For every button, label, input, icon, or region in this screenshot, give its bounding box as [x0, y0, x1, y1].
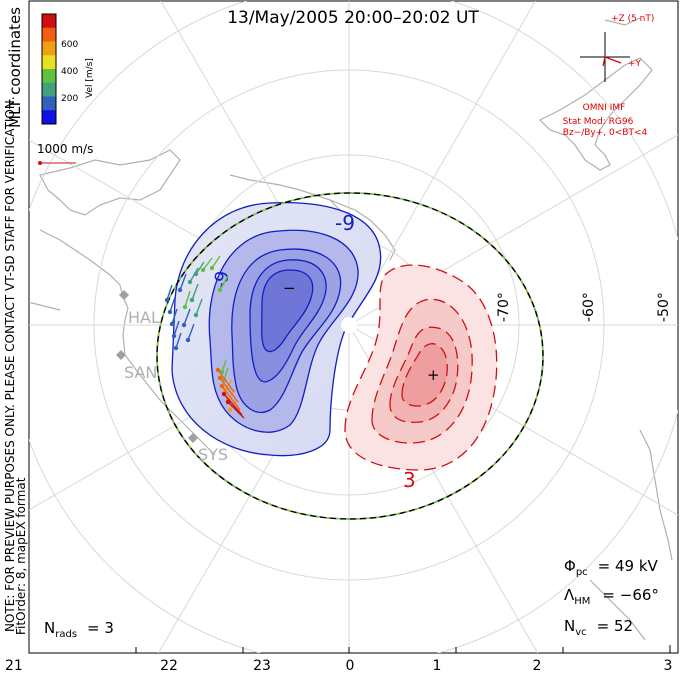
colorbar-tick-400: 400 [61, 67, 78, 77]
preview-warning: NOTE: FOR PREVIEW PURPOSES ONLY. PLEASE … [3, 96, 17, 632]
velocity-colorbar [41, 13, 57, 125]
stat-nrads: Nrads = 3 [44, 619, 114, 640]
imf-dial [580, 32, 630, 82]
station-sys-marker [188, 433, 198, 443]
positive-contour-label: 3 [403, 468, 416, 492]
mlt-tick-3: 3 [664, 658, 673, 674]
imf-source: OMNI IMF [583, 103, 626, 113]
imf-plus-z: +Z (5 nT) [611, 14, 654, 24]
imf-condition: Bz−/By+, 0<BT<4 [563, 128, 648, 138]
colorbar-segment [42, 69, 56, 84]
mlt-tick-2: 2 [533, 658, 542, 674]
magnetic-pole-marker [341, 317, 357, 333]
svg-text:Φpc= 49 kV: Φpc = 49 kV [564, 557, 659, 578]
imf-plus-y: +Y [628, 59, 642, 69]
lat-label-50: -50° [656, 292, 672, 322]
stat-phi-pc: Φpc = 49 kV [564, 557, 659, 578]
scale-vector-label: 1000 m/s [37, 142, 93, 156]
station-sys-label: SYS [198, 445, 228, 464]
svg-text:ΛHM= −66°: ΛHM = −66° [564, 586, 659, 607]
mlt-tick-1: 1 [433, 658, 442, 674]
colorbar-segment [42, 27, 56, 42]
heppner-maynard-boundary-dash [156, 192, 544, 520]
coastlines [29, 17, 673, 641]
mlt-tick-0: 0 [346, 658, 355, 674]
station-san-marker [116, 350, 126, 360]
colorbar-segment [42, 14, 56, 29]
mlt-tick-23: 23 [253, 658, 271, 674]
negative-contour-label-2: -9 [210, 269, 234, 290]
map-title: 13/May/2005 20:00–20:02 UT [227, 8, 479, 28]
svg-text:Nvc= 52: Nvc = 52 [564, 617, 633, 638]
lat-label-70: -70° [496, 292, 512, 322]
mlt-tick-21: 21 [5, 658, 23, 674]
negative-contour-label: -9 [335, 211, 355, 235]
colorbar-frame [41, 13, 57, 125]
colorbar-label: Vel [m/s] [85, 58, 95, 98]
positive-potential-cell: + 3 [344, 264, 498, 492]
colorbar-segment [42, 82, 56, 97]
station-hal-label: HAL [128, 308, 160, 327]
colorbar-segment [42, 41, 56, 56]
colorbar-segment [42, 96, 56, 111]
imf-stat-mod: Stat Mod: RG96 [563, 117, 634, 127]
lat-label-60: -60° [581, 292, 597, 322]
fit-order-text: FitOrder: 8, mapEX format [14, 477, 28, 635]
stat-nvc: Nvc = 52 [564, 617, 633, 638]
mlt-axis [28, 645, 671, 653]
radar-stations: HAL SAN SYS [116, 290, 228, 464]
coord-label: MLT coordinates [6, 7, 24, 128]
negative-min-marker: − [283, 279, 296, 297]
stat-lambda-hm: ΛHM = −66° [564, 586, 659, 607]
positive-max-marker: + [427, 366, 440, 384]
velocity-vectors [164, 255, 245, 419]
svg-text:Nrads= 3: Nrads = 3 [44, 619, 114, 640]
colorbar-tick-200: 200 [61, 94, 78, 104]
scale-vector [38, 161, 76, 165]
colorbar-tick-600: 600 [61, 40, 78, 50]
colorbar-segment [42, 110, 56, 125]
station-hal-marker [119, 290, 129, 300]
mlt-tick-22: 22 [160, 658, 178, 674]
colorbar-segment [42, 55, 56, 70]
station-san-label: SAN [124, 363, 157, 382]
